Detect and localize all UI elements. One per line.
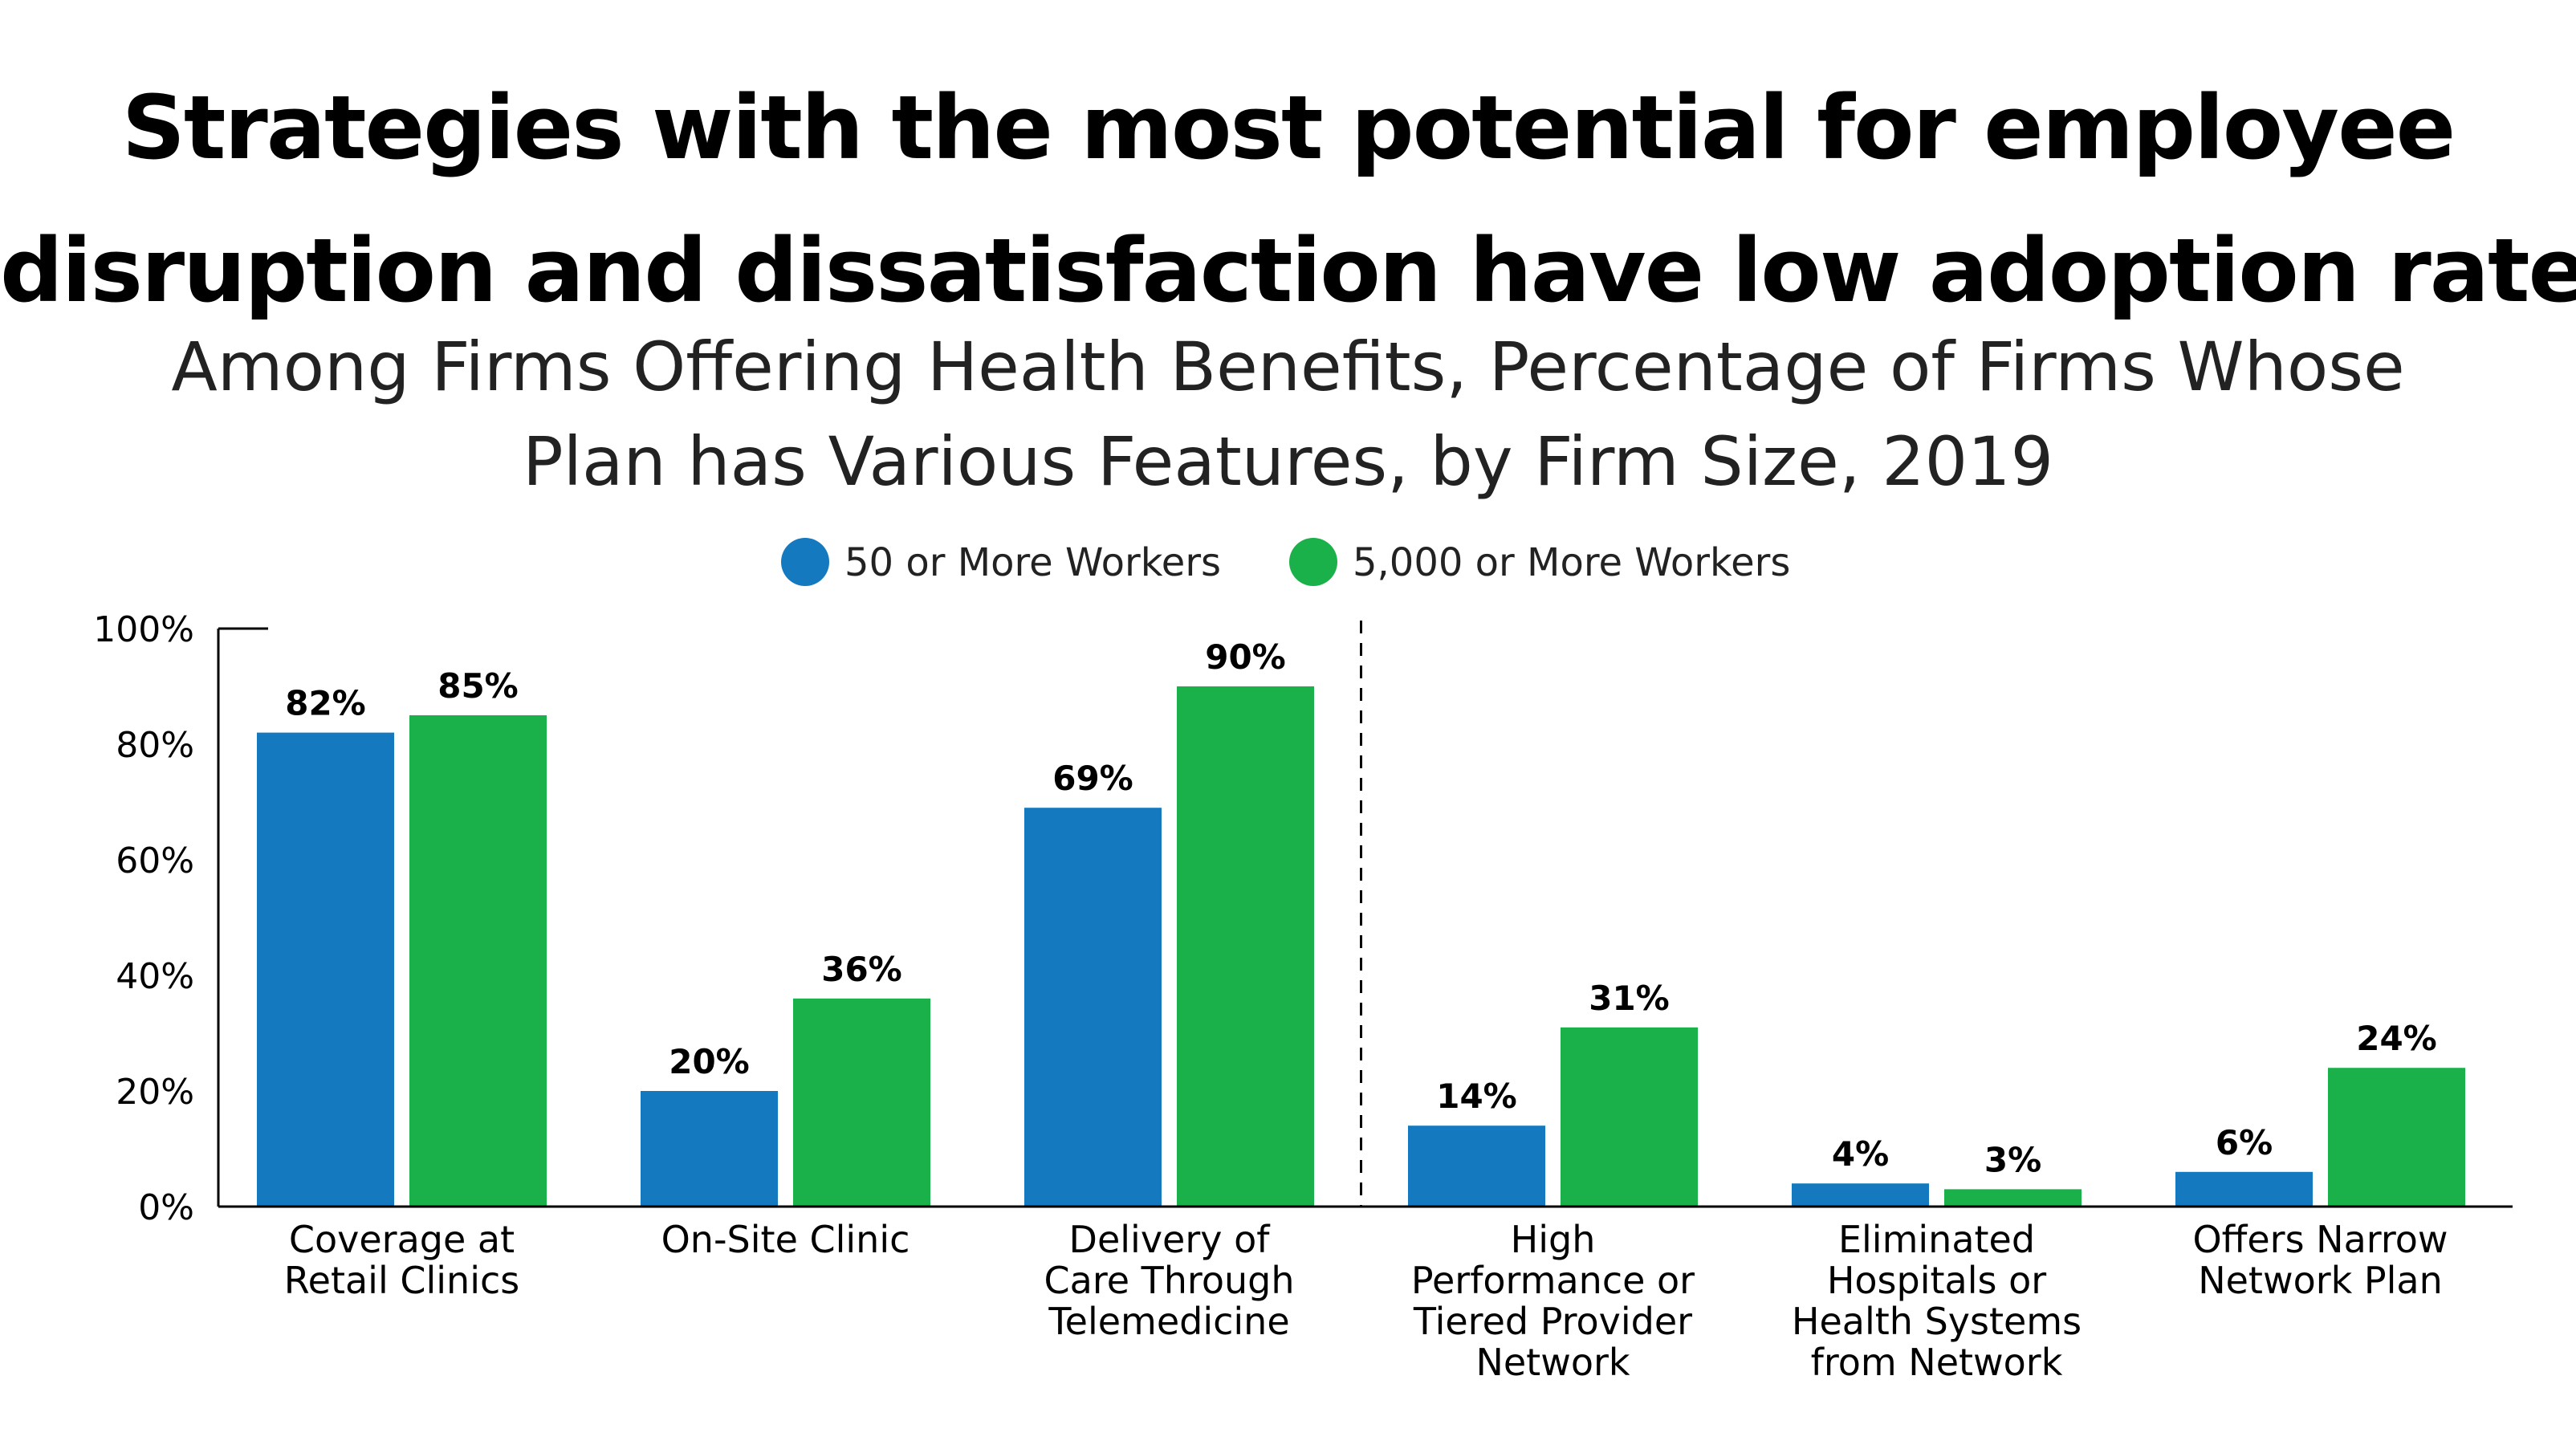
legend-swatch-1	[781, 538, 829, 586]
x-tick-label: Network Plan	[2198, 1259, 2443, 1302]
bar-series1	[1408, 1125, 1545, 1207]
y-tick-label: 80%	[116, 725, 194, 766]
bar-series2	[2328, 1068, 2465, 1207]
chart-subtitle: Among Firms Offering Health Benefits, Pe…	[0, 320, 2576, 509]
data-label: 14%	[1436, 1077, 1517, 1116]
x-tick-label: Network	[1475, 1341, 1630, 1384]
x-tick-label: Care Through	[1044, 1259, 1295, 1302]
bar-series2	[409, 715, 547, 1207]
bar-series1	[2175, 1171, 2313, 1207]
data-label: 31%	[1589, 979, 1670, 1018]
data-label: 20%	[669, 1042, 750, 1081]
chart-title: Strategies with the most potential for e…	[0, 56, 2576, 342]
x-tick-label: Offers Narrow	[2192, 1218, 2448, 1261]
x-tick-label: Performance or	[1411, 1259, 1695, 1302]
bar-series2	[1177, 686, 1314, 1207]
y-tick-label: 60%	[116, 841, 194, 881]
chart-subtitle-line-2: Plan has Various Features, by Firm Size,…	[522, 422, 2054, 501]
bar-series2	[1561, 1027, 1698, 1207]
data-label: 3%	[1984, 1140, 2041, 1179]
x-tick-label: High	[1511, 1218, 1596, 1261]
bar-series2	[793, 998, 930, 1207]
chart-title-line-2: disruption and dissatisfaction have low …	[0, 219, 2576, 322]
y-tick-label: 100%	[93, 609, 194, 650]
legend-swatch-2	[1289, 538, 1337, 586]
x-tick-label: Tiered Provider	[1413, 1300, 1692, 1343]
bar-series1	[257, 732, 394, 1207]
data-label: 36%	[821, 950, 902, 989]
legend-label-1: 50 or More Workers	[844, 540, 1221, 585]
chart-subtitle-line-1: Among Firms Offering Health Benefits, Pe…	[171, 328, 2405, 406]
y-tick-label: 20%	[116, 1072, 194, 1113]
bar-series2	[1944, 1189, 2082, 1207]
chart-title-line-1: Strategies with the most potential for e…	[121, 76, 2456, 179]
data-label: 90%	[1205, 637, 1286, 677]
data-label: 6%	[2216, 1123, 2273, 1162]
y-tick-label: 40%	[116, 956, 194, 997]
x-tick-label: from Network	[1811, 1341, 2063, 1384]
x-tick-label: Health Systems	[1792, 1300, 2082, 1343]
x-tick-label: Delivery of	[1069, 1218, 1272, 1261]
bar-series1	[1792, 1183, 1929, 1207]
x-tick-label: Retail Clinics	[284, 1259, 519, 1302]
x-tick-label: Telemedicine	[1048, 1300, 1289, 1343]
bar-series1	[641, 1091, 778, 1207]
data-label: 24%	[2356, 1019, 2437, 1058]
x-tick-label: Hospitals or	[1827, 1259, 2046, 1302]
x-tick-label: Coverage at	[289, 1218, 515, 1261]
data-label: 4%	[1832, 1134, 1889, 1174]
data-label: 82%	[285, 684, 366, 723]
x-tick-label: On-Site Clinic	[661, 1218, 910, 1261]
legend-label-2: 5,000 or More Workers	[1353, 540, 1790, 585]
x-tick-label: Eliminated	[1838, 1218, 2035, 1261]
bar-series1	[1024, 808, 1162, 1207]
y-tick-label: 0%	[138, 1187, 194, 1228]
data-label: 85%	[437, 666, 519, 706]
data-label: 69%	[1052, 759, 1133, 798]
